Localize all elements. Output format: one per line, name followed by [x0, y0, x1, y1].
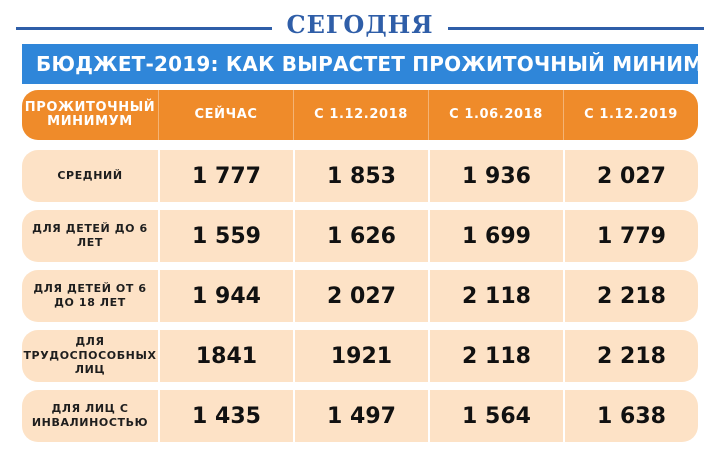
row-value: 1 699 [428, 210, 563, 262]
row-value: 1 497 [293, 390, 428, 442]
row-value: 1 435 [158, 390, 293, 442]
row-value: 2 118 [428, 270, 563, 322]
brand-line-right [447, 26, 704, 30]
table-row: ДЛЯ ТРУДОСПОСОБНЫХ ЛИЦ 1841 1921 2 118 2… [22, 330, 698, 382]
brand-line-left [16, 26, 273, 30]
row-label: ДЛЯ ДЕТЕЙ ОТ 6 ДО 18 ЛЕТ [33, 282, 147, 309]
header-cell-2019-12: С 1.12.2019 [563, 90, 698, 140]
row-label: СРЕДНИЙ [57, 169, 123, 183]
table-row: СРЕДНИЙ 1 777 1 853 1 936 2 027 [22, 150, 698, 202]
row-value: 1841 [158, 330, 293, 382]
table-row: ДЛЯ ДЕТЕЙ ДО 6 ЛЕТ 1 559 1 626 1 699 1 7… [22, 210, 698, 262]
header-cell-2018-06: С 1.06.2018 [428, 90, 563, 140]
header-cell-2018-12: С 1.12.2018 [293, 90, 428, 140]
row-value: 1 777 [158, 150, 293, 202]
row-value: 2 118 [428, 330, 563, 382]
table-row: ДЛЯ ДЕТЕЙ ОТ 6 ДО 18 ЛЕТ 1 944 2 027 2 1… [22, 270, 698, 322]
row-value: 1 779 [563, 210, 698, 262]
banner-title: БЮДЖЕТ-2019: КАК ВЫРАСТЕТ ПРОЖИТОЧНЫЙ МИ… [22, 44, 720, 84]
row-label: ДЛЯ ТРУДОСПОСОБНЫХ ЛИЦ [23, 335, 157, 376]
row-label: ДЛЯ ДЕТЕЙ ДО 6 ЛЕТ [32, 222, 148, 249]
table-header-row: ПРОЖИТОЧНЫЙ МИНИМУМ СЕЙЧАС С 1.12.2018 С… [22, 90, 698, 140]
row-value: 1921 [293, 330, 428, 382]
row-value: 1 936 [428, 150, 563, 202]
brand-header: СЕГОДНЯ [16, 8, 704, 40]
row-value: 2 027 [563, 150, 698, 202]
row-value: 1 626 [293, 210, 428, 262]
row-value: 2 218 [563, 270, 698, 322]
row-label: ДЛЯ ЛИЦ С ИНВАЛИНОСТЬЮ [31, 402, 149, 429]
row-value: 2 218 [563, 330, 698, 382]
row-value: 1 853 [293, 150, 428, 202]
row-value: 1 944 [158, 270, 293, 322]
row-value: 2 027 [293, 270, 428, 322]
row-value: 1 638 [563, 390, 698, 442]
row-value: 1 564 [428, 390, 563, 442]
header-cell-category: ПРОЖИТОЧНЫЙ МИНИМУМ [24, 99, 156, 129]
budget-table: ПРОЖИТОЧНЫЙ МИНИМУМ СЕЙЧАС С 1.12.2018 С… [22, 90, 698, 442]
brand-title: СЕГОДНЯ [286, 9, 434, 39]
header-cell-now: СЕЙЧАС [158, 90, 293, 140]
row-value: 1 559 [158, 210, 293, 262]
table-row: ДЛЯ ЛИЦ С ИНВАЛИНОСТЬЮ 1 435 1 497 1 564… [22, 390, 698, 442]
